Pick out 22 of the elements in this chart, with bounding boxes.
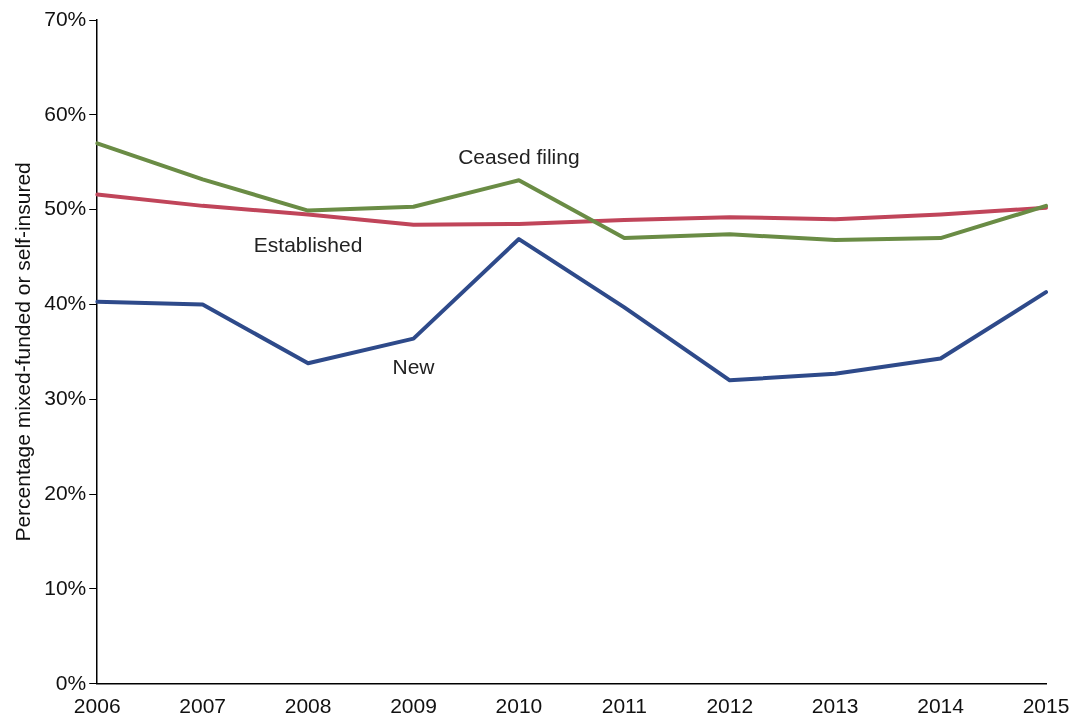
x-tick-label: 2007 xyxy=(179,694,227,718)
y-tick-label: 20% xyxy=(44,480,87,504)
x-tick-label: 2015 xyxy=(1022,694,1070,718)
y-tick-label: 0% xyxy=(55,670,87,694)
y-tick-label: 60% xyxy=(44,101,87,125)
y-tick-label: 50% xyxy=(44,196,87,220)
y-tick-label: 10% xyxy=(44,575,87,599)
x-tick-label: 2011 xyxy=(601,694,647,718)
series-label: Established xyxy=(253,233,363,257)
y-tick-label: 40% xyxy=(44,291,87,315)
x-tick-label: 2012 xyxy=(706,694,754,718)
series-label: Ceased filing xyxy=(458,145,580,169)
x-tick-label: 2013 xyxy=(811,694,859,718)
x-tick-label: 2014 xyxy=(917,694,965,718)
x-tick-label: 2008 xyxy=(284,694,332,718)
y-tick-label: 30% xyxy=(44,386,87,410)
x-tick-label: 2009 xyxy=(390,694,437,718)
y-axis-title: Percentage mixed-funded or self-insured xyxy=(11,162,35,542)
x-tick-label: 2010 xyxy=(495,694,543,718)
y-tick-label: 70% xyxy=(44,6,87,30)
x-tick-label: 2006 xyxy=(73,694,121,718)
series-label: New xyxy=(392,355,436,379)
